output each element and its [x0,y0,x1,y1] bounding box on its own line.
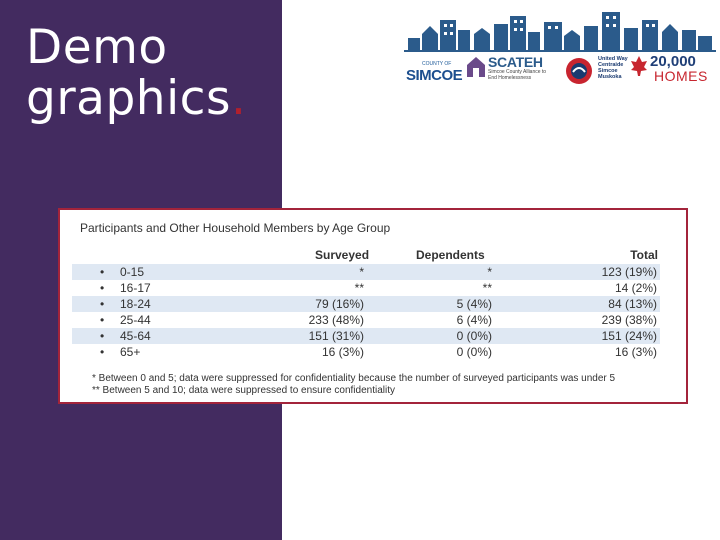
row-surveyed-value: * [359,265,364,279]
row-total-value: 239 (38%) [601,313,657,327]
row-age-label: 0-15 [120,265,145,279]
row-bullet: • [100,313,105,327]
row-total-value: 14 (2%) [614,281,657,295]
table-row: • 18-24 79 (16%) 5 (4%) 84 (13%) [72,296,660,312]
row-surveyed-value: 151 (31%) [308,329,364,343]
table-row: • 16-17 ** ** 14 (2%) [72,280,660,296]
header-surveyed: Surveyed [315,248,370,262]
row-surveyed-value: 16 (3%) [321,345,364,359]
city-skyline-graphic [404,12,716,52]
title-line-2: graphics [26,71,231,126]
row-age-label: 18-24 [120,297,151,311]
row-total-value: 123 (19%) [601,265,657,279]
footnote-double-asterisk: ** Between 5 and 10; data were suppresse… [92,385,395,396]
logos-row: COUNTY OF SIMCOE SCATEH Simcoe County Al… [404,52,716,90]
row-bullet: • [100,329,105,343]
row-dependents-value: 5 (4%) [456,297,492,311]
title-line-1: Demo [26,20,168,75]
20000-homes-logo: 20,000 HOMES [630,53,716,87]
row-dependents-value: ** [482,281,492,295]
table-title: Participants and Other Household Members… [80,221,391,235]
row-total-value: 151 (24%) [601,329,657,343]
county-of-simcoe-logo: COUNTY OF SIMCOE [406,60,466,88]
scateh-logo-subtext: Simcoe County Alliance to End Homelessne… [488,69,547,81]
row-bullet: • [100,345,105,359]
row-surveyed-value: 79 (16%) [315,297,364,311]
table-row: • 45-64 151 (31%) 0 (0%) 151 (24%) [72,328,660,344]
row-bullet: • [100,297,105,311]
simcoe-logo-text: SIMCOE [406,67,463,84]
united-way-emblem-icon [566,58,592,84]
scateh-logo-text: SCATEH [488,54,543,70]
row-dependents-value: 6 (4%) [456,313,492,327]
title-dot: . [230,71,247,126]
united-way-logo: United Way Centraide Simcoe Muskoka [564,56,628,86]
row-total-value: 84 (13%) [608,297,657,311]
header-total: Total [630,248,658,262]
row-dependents-value: 0 (0%) [456,345,492,359]
united-way-logo-text: United Way Centraide Simcoe Muskoka [598,56,628,80]
table-row: • 25-44 233 (48%) 6 (4%) 239 (38%) [72,312,660,328]
row-surveyed-value: ** [354,281,364,295]
scateh-logo: SCATEH Simcoe County Alliance to End Hom… [466,54,552,88]
row-dependents-value: * [487,265,492,279]
homes-logo-number: 20,000 [650,53,696,70]
row-age-label: 16-17 [120,281,151,295]
simcoe-logo-small-text: COUNTY OF [422,61,452,67]
table-row: • 0-15 * * 123 (19%) [72,264,660,280]
header-dependents: Dependents [416,248,485,262]
scateh-house-icon [467,57,485,77]
footnote-single-asterisk: * Between 0 and 5; data were suppressed … [92,373,616,384]
row-bullet: • [100,281,105,295]
row-dependents-value: 0 (0%) [456,329,492,343]
row-surveyed-value: 233 (48%) [308,313,364,327]
homes-logo-word: HOMES [654,68,708,84]
table-row: • 65+ 16 (3%) 0 (0%) 16 (3%) [72,344,660,360]
row-total-value: 16 (3%) [614,345,657,359]
row-age-label: 45-64 [120,329,151,343]
slide-title: Demo graphics. [26,22,246,124]
partner-logos-banner: COUNTY OF SIMCOE SCATEH Simcoe County Al… [404,8,716,90]
row-age-label: 25-44 [120,313,151,327]
age-group-table-panel: Participants and Other Household Members… [58,208,688,404]
row-bullet: • [100,265,105,279]
homes-maple-leaf-icon [631,56,647,76]
row-age-label: 65+ [120,345,141,359]
